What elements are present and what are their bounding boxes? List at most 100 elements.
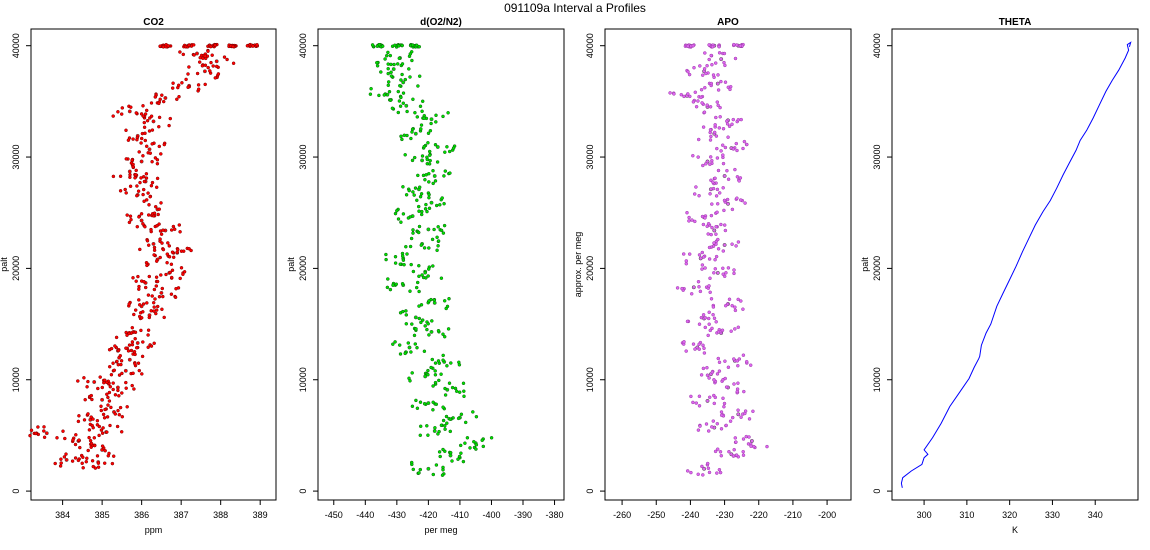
data-point [150, 180, 155, 185]
data-point [368, 92, 373, 96]
y-tick-label: 10000 [872, 367, 882, 392]
data-point [697, 253, 702, 257]
data-point [717, 360, 722, 365]
panel-co2: CO2 384 385 386 387 388 389 ppm 0 10000 20000 30000… [0, 17, 277, 535]
data-point [691, 153, 695, 158]
data-point [737, 179, 741, 183]
data-point [384, 53, 389, 58]
data-point [427, 246, 431, 250]
scatter-points [28, 42, 260, 470]
data-point [703, 51, 707, 55]
data-point [736, 118, 741, 122]
data-point [151, 300, 156, 305]
data-point [418, 467, 423, 472]
data-point [707, 322, 711, 326]
data-point [441, 405, 445, 409]
data-point [441, 418, 446, 423]
data-point [134, 345, 139, 350]
data-point [448, 417, 453, 422]
data-point [125, 213, 129, 217]
data-point [184, 77, 188, 82]
data-point [720, 143, 725, 147]
data-point [178, 230, 182, 234]
data-point [152, 211, 157, 215]
data-point [382, 93, 387, 97]
x-tick-label: 320 [1002, 510, 1017, 520]
data-point [474, 447, 478, 451]
data-point [203, 54, 207, 58]
data-point [412, 155, 417, 160]
data-point [710, 62, 714, 67]
data-point [697, 404, 702, 408]
data-point [132, 312, 136, 317]
data-point [712, 401, 717, 406]
x-tick-label: -450 [325, 510, 343, 520]
data-point [437, 378, 441, 383]
data-point [459, 451, 463, 455]
data-point [157, 207, 162, 211]
data-point [448, 429, 453, 434]
data-point [413, 110, 417, 115]
plot-frame [604, 28, 852, 501]
data-point [749, 444, 753, 448]
data-point [85, 456, 89, 461]
data-point [383, 57, 387, 61]
data-point [95, 418, 100, 423]
data-point [412, 193, 416, 197]
data-point [116, 348, 121, 353]
data-point [391, 67, 396, 72]
data-point [76, 379, 80, 383]
data-point [397, 99, 402, 103]
data-point [696, 137, 701, 142]
y-tick-label: 10000 [585, 367, 595, 392]
data-point [90, 423, 94, 428]
data-point [166, 44, 171, 48]
data-point [732, 271, 736, 276]
data-point [686, 69, 690, 74]
data-point [148, 194, 152, 199]
data-point [728, 419, 733, 423]
data-point [150, 142, 154, 146]
data-point [189, 248, 193, 253]
data-point [160, 286, 165, 291]
x-tick-label: 386 [134, 510, 149, 520]
data-point [404, 103, 409, 108]
data-point [408, 244, 413, 249]
data-point [400, 281, 405, 286]
data-point [169, 262, 174, 267]
data-point [34, 431, 38, 436]
x-tick-label: -420 [419, 510, 437, 520]
data-point [716, 88, 721, 92]
data-point [419, 123, 424, 127]
data-point [456, 416, 461, 421]
data-point [461, 381, 466, 386]
data-point [726, 201, 730, 206]
data-point [196, 83, 201, 87]
data-point [420, 158, 425, 163]
data-point [693, 90, 698, 95]
data-point [124, 191, 128, 195]
data-point [391, 283, 395, 287]
data-point [434, 203, 439, 208]
data-point [701, 366, 706, 371]
data-point [157, 144, 162, 149]
data-point [152, 305, 156, 309]
data-point [712, 228, 717, 233]
data-point [428, 158, 432, 163]
data-point [369, 86, 373, 91]
data-point [735, 196, 739, 200]
data-point [120, 371, 124, 376]
data-point [143, 131, 147, 136]
data-point [152, 248, 157, 253]
data-point [422, 401, 427, 406]
data-point [399, 95, 403, 100]
data-point [703, 266, 707, 270]
data-point [401, 212, 406, 216]
data-point [749, 439, 754, 443]
data-point [719, 410, 724, 414]
data-point [434, 113, 438, 118]
data-point [733, 56, 738, 61]
data-point [418, 424, 423, 429]
data-point [698, 424, 702, 428]
x-tick-label: -210 [784, 510, 802, 520]
